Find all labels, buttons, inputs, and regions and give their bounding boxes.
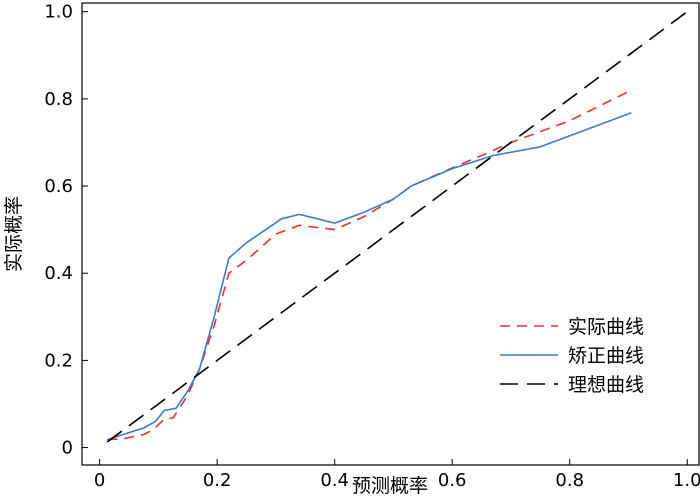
y-axis-title: 实际概率 <box>3 196 25 272</box>
x-tick-label: 0.2 <box>203 470 232 491</box>
series-line-1 <box>107 112 632 441</box>
x-tick-label: 1.0 <box>673 470 700 491</box>
series-line-2 <box>106 11 688 443</box>
y-tick-label: 0.8 <box>44 89 73 110</box>
plot-frame <box>81 2 700 466</box>
series-layer <box>106 11 688 443</box>
y-tick-label: 0.2 <box>44 350 73 371</box>
legend-label: 理想曲线 <box>568 374 644 396</box>
axis-ticks: 0 0.2 0.4 0.6 0.8 1.0 0 0.2 0.4 0.6 0.8 1.0 <box>44 2 700 491</box>
x-tick-label: 0.6 <box>438 470 467 491</box>
x-axis-title: 预测概率 <box>352 475 428 497</box>
y-tick-label: 0.6 <box>44 176 73 197</box>
y-tick-label: 0.4 <box>44 263 73 284</box>
legend-label: 实际曲线 <box>568 316 644 338</box>
x-tick-label: 0.8 <box>555 470 584 491</box>
legend-label: 矫正曲线 <box>568 345 644 367</box>
x-tick-label: 0.4 <box>320 470 349 491</box>
x-tick-label: 0 <box>94 470 105 491</box>
y-tick-label: 0 <box>62 438 73 459</box>
y-tick-label: 1.0 <box>44 2 73 23</box>
